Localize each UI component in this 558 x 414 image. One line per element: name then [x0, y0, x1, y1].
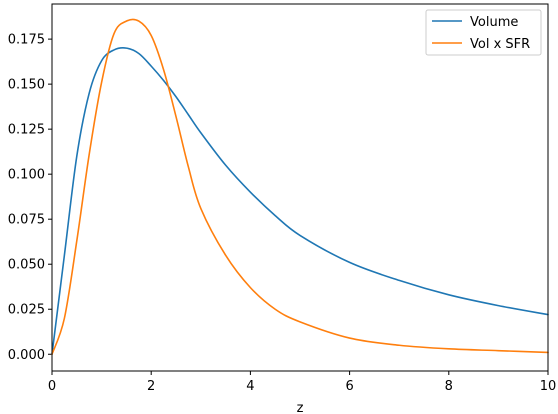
- y-tick-label: 0.025: [8, 303, 45, 318]
- legend-label-volume: Volume: [470, 15, 518, 30]
- y-tick-label: 0.125: [8, 123, 45, 138]
- x-tick-label: 6: [345, 379, 353, 394]
- y-tick-label: 0.175: [8, 33, 45, 48]
- x-tick-label: 2: [147, 379, 155, 394]
- y-tick-label: 0.150: [8, 78, 45, 93]
- y-tick-label: 0.000: [8, 348, 45, 363]
- x-tick-label: 4: [246, 379, 254, 394]
- series-lines: [51, 18, 549, 356]
- series-line-vol-x-sfr: [51, 18, 549, 356]
- x-tick-label: 10: [540, 379, 557, 394]
- x-axis-ticks: 0 2 4 6 8 10: [48, 371, 556, 394]
- plot-background: [52, 4, 548, 371]
- plot-frame: [51, 3, 549, 372]
- series-line-volume: [51, 47, 549, 356]
- y-tick-label: 0.050: [8, 258, 45, 273]
- x-axis-label: z: [297, 401, 304, 414]
- y-axis-ticks: 0.000 0.025 0.050 0.075 0.100 0.125 0.150 0.175: [8, 33, 52, 363]
- x-tick-label: 8: [445, 379, 453, 394]
- x-tick-label: 0: [48, 379, 56, 394]
- y-tick-label: 0.100: [8, 168, 45, 183]
- y-tick-label: 0.075: [8, 213, 45, 228]
- legend: Volume Vol x SFR: [425, 9, 542, 56]
- legend-label-vol-x-sfr: Vol x SFR: [470, 37, 530, 52]
